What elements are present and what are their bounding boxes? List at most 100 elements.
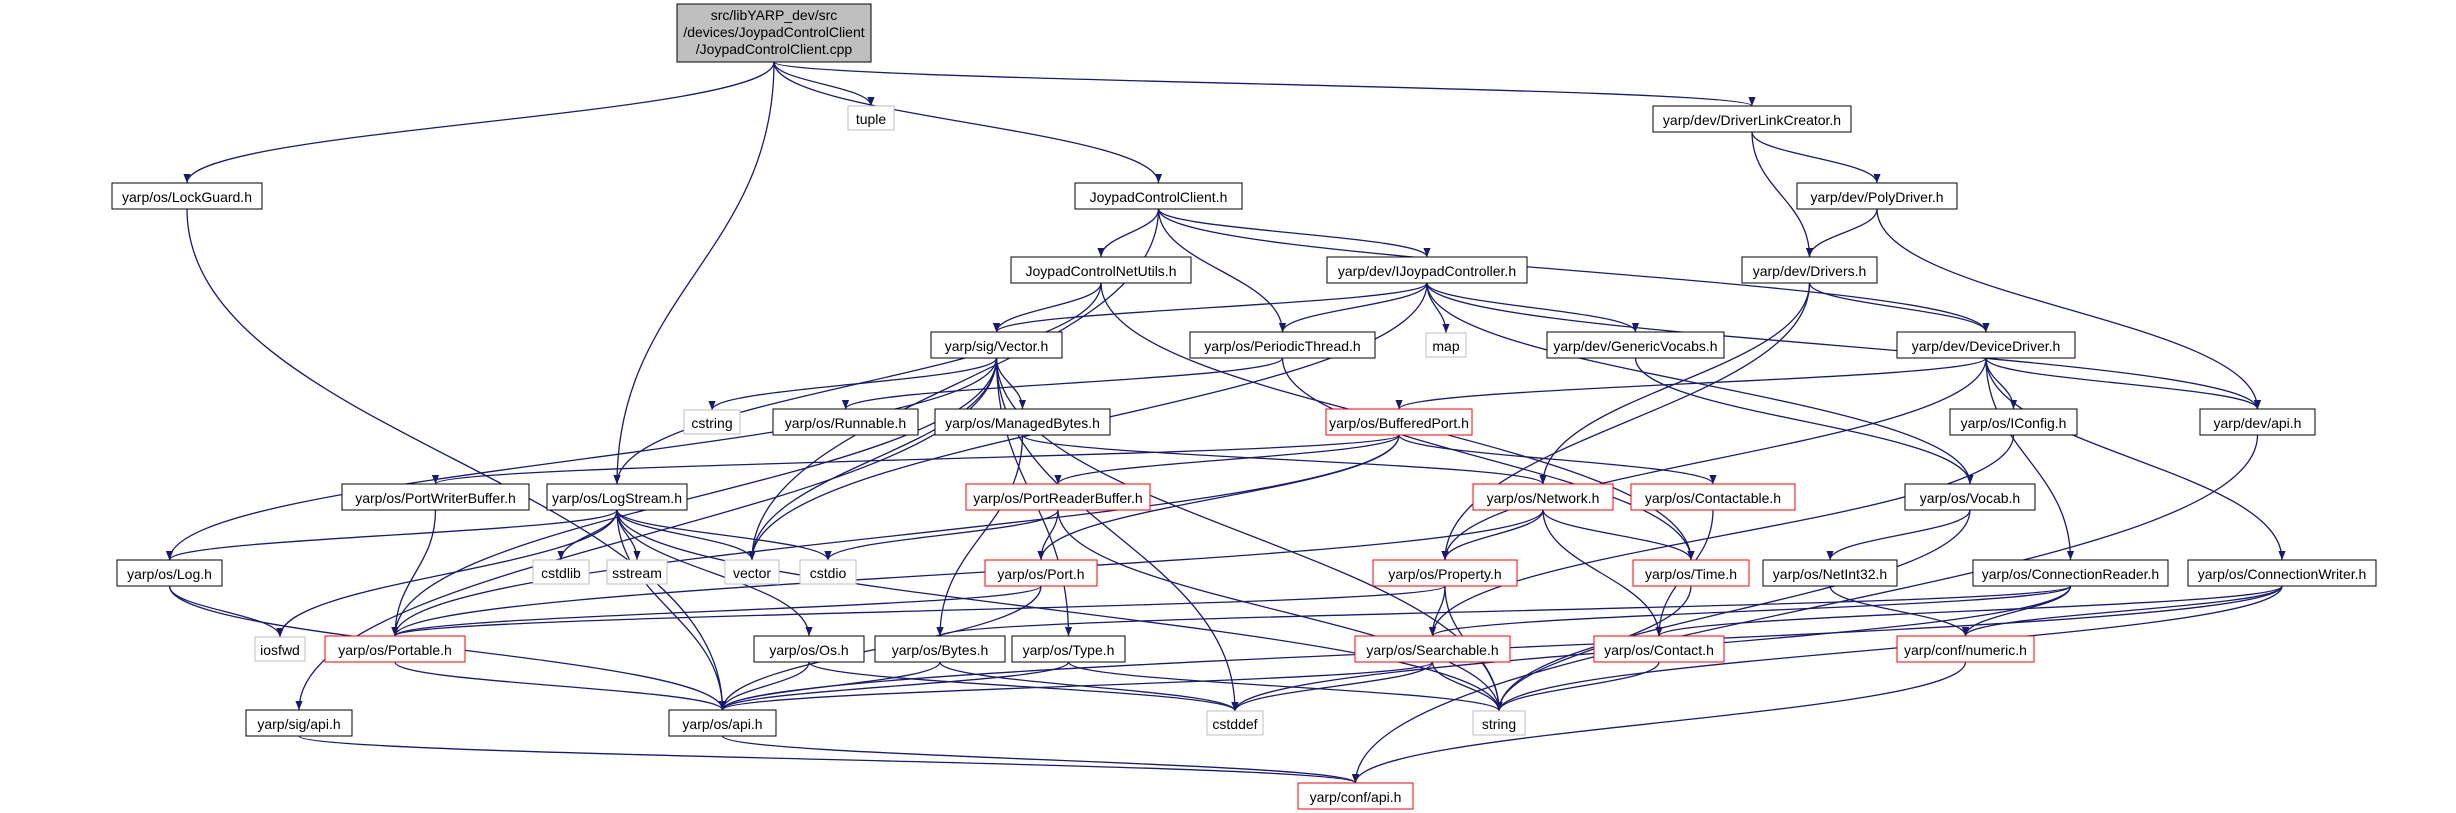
node-portable: yarp/os/Portable.h <box>324 635 466 663</box>
edge-vocab-to-string <box>1495 509 1971 712</box>
edge-joypadcc-to-periodic <box>1157 208 1287 333</box>
node-iconfig-label: yarp/os/IConfig.h <box>1961 415 2067 431</box>
node-devapi-box <box>2199 408 2316 436</box>
edge-logstream-to-os <box>616 509 813 637</box>
node-portreaderbuffer-box <box>965 483 1151 511</box>
node-bytes-label: yarp/os/Bytes.h <box>892 642 989 658</box>
edge-logstream-to-string <box>616 509 1503 712</box>
node-ijoypad-label: yarp/dev/IJoypadController.h <box>1338 263 1516 279</box>
node-drivers-box <box>1741 256 1878 284</box>
edge-managedbytes-to-bytes <box>936 434 1024 637</box>
edge-network-to-time <box>1542 509 1695 561</box>
node-cstring: cstring <box>683 409 741 435</box>
node-root-file: src/libYARP_dev/src/devices/JoypadContro… <box>676 3 872 63</box>
edge-polydriver-to-devapi <box>1876 208 2262 410</box>
node-numeric-box <box>1896 635 2035 663</box>
node-drivers: yarp/dev/Drivers.h <box>1741 256 1878 284</box>
node-confapi-box <box>1297 782 1414 810</box>
node-bufferedport-label: yarp/os/BufferedPort.h <box>1329 415 1469 431</box>
edge-logstream-to-iosfwd <box>276 509 618 638</box>
node-sigapi-label: yarp/sig/api.h <box>257 716 340 732</box>
node-genericvocabs: yarp/dev/GenericVocabs.h <box>1546 331 1725 359</box>
edge-contact-to-string <box>1495 661 1660 712</box>
node-root-box <box>676 3 872 63</box>
node-portwriterbuffer-box <box>341 483 530 511</box>
edge-portable-to-osapi <box>394 661 726 711</box>
node-netint32-label: yarp/os/NetInt32.h <box>1773 566 1887 582</box>
node-logstream-label: yarp/os/LogStream.h <box>552 490 682 506</box>
node-network-box <box>1472 483 1614 511</box>
node-devapi: yarp/dev/api.h <box>2199 408 2316 436</box>
node-contactable: yarp/os/Contactable.h <box>1630 483 1796 511</box>
edge-network-to-contact <box>1542 509 1663 637</box>
edge-portreaderbuffer-to-cstdio <box>824 509 1059 561</box>
node-contact-label: yarp/os/Contact.h <box>1604 642 1714 658</box>
edge-os-to-cstddef <box>808 661 1239 712</box>
edge-lockguard-to-osapi <box>186 208 727 711</box>
node-log: yarp/os/Log.h <box>116 559 223 587</box>
node-sstream: sstream <box>606 559 668 585</box>
edge-connreader-to-bytes <box>936 585 2072 637</box>
node-log-box <box>116 559 223 587</box>
node-periodic-label: yarp/os/PeriodicThread.h <box>1204 338 1360 354</box>
node-bytes-box <box>874 635 1006 663</box>
node-root-label-line: /devices/JoypadControlClient <box>683 24 864 40</box>
node-cstring-box <box>683 409 741 435</box>
node-network: yarp/os/Network.h <box>1472 483 1614 511</box>
edges-layer <box>165 61 2286 784</box>
node-driverlink-box <box>1652 105 1852 133</box>
node-netutils-box <box>1010 256 1192 284</box>
edge-connwriter-to-contact <box>1655 585 2283 637</box>
node-devapi-label: yarp/dev/api.h <box>2214 415 2302 431</box>
edge-root-to-joypadcc <box>773 61 1163 184</box>
node-root-label-line: src/libYARP_dev/src <box>711 7 838 23</box>
node-netutils-label: JoypadControlNetUtils.h <box>1026 263 1177 279</box>
edge-devicedriver-to-devapi <box>1985 357 2261 410</box>
node-os-label: yarp/os/Os.h <box>769 642 848 658</box>
node-portwriterbuffer: yarp/os/PortWriterBuffer.h <box>341 483 530 511</box>
node-osapi: yarp/os/api.h <box>668 709 777 737</box>
node-type-label: yarp/os/Type.h <box>1023 642 1115 658</box>
node-iconfig-box <box>1949 408 2078 436</box>
edge-ijoypad-to-devapi <box>1426 282 2261 410</box>
node-cstdlib-box <box>532 559 590 585</box>
node-map-box <box>1425 332 1467 358</box>
edge-osapi-to-confapi <box>721 735 1359 784</box>
edge-ijoypad-to-genericvocabs <box>1426 282 1640 333</box>
node-contact: yarp/os/Contact.h <box>1593 635 1725 663</box>
node-netint32: yarp/os/NetInt32.h <box>1762 559 1898 587</box>
node-logstream-box <box>546 483 688 511</box>
node-polydriver-label: yarp/dev/PolyDriver.h <box>1810 189 1943 205</box>
edge-searchable-to-osapi <box>719 661 1434 711</box>
node-lockguard-box <box>111 182 263 210</box>
edge-bytes-to-cstddef <box>939 661 1239 712</box>
node-cstring-label: cstring <box>691 415 732 431</box>
node-map-label: map <box>1432 338 1459 354</box>
edge-bufferedport-to-portreaderbuffer <box>1054 434 1400 485</box>
node-periodic-box <box>1189 331 1376 359</box>
edge-root-to-lockguard <box>183 61 775 184</box>
node-cstdio: cstdio <box>799 559 857 585</box>
node-portwriterbuffer-label: yarp/os/PortWriterBuffer.h <box>355 490 516 506</box>
edge-genericvocabs-to-vocab <box>1634 357 1974 485</box>
node-devicedriver-box <box>1896 331 2076 359</box>
edge-logstream-to-cstdio <box>616 509 832 561</box>
edge-devicedriver-to-connwriter <box>1985 357 2286 561</box>
node-iconfig: yarp/os/IConfig.h <box>1949 408 2078 436</box>
edge-logstream-to-cstdlib <box>557 509 618 561</box>
edge-drivers-to-network <box>1539 282 1811 485</box>
edge-driverlink-to-polydriver <box>1751 131 1881 184</box>
edge-root-to-driverlink <box>773 61 1756 107</box>
edge-vocab-to-netint32 <box>1826 509 1971 561</box>
node-vector: yarp/sig/Vector.h <box>930 331 1063 359</box>
edge-periodic-to-runnable <box>842 357 1284 410</box>
edge-netint32-to-numeric <box>1829 585 1970 637</box>
node-tuple-label: tuple <box>856 111 887 127</box>
edge-type-to-string <box>1067 661 1503 712</box>
node-vocab-label: yarp/os/Vocab.h <box>1920 490 2020 506</box>
node-property-label: yarp/os/Property.h <box>1388 566 1501 582</box>
node-searchable: yarp/os/Searchable.h <box>1354 635 1511 663</box>
node-ijoypad-box <box>1326 256 1528 284</box>
node-vectorstd: vector <box>724 559 780 585</box>
